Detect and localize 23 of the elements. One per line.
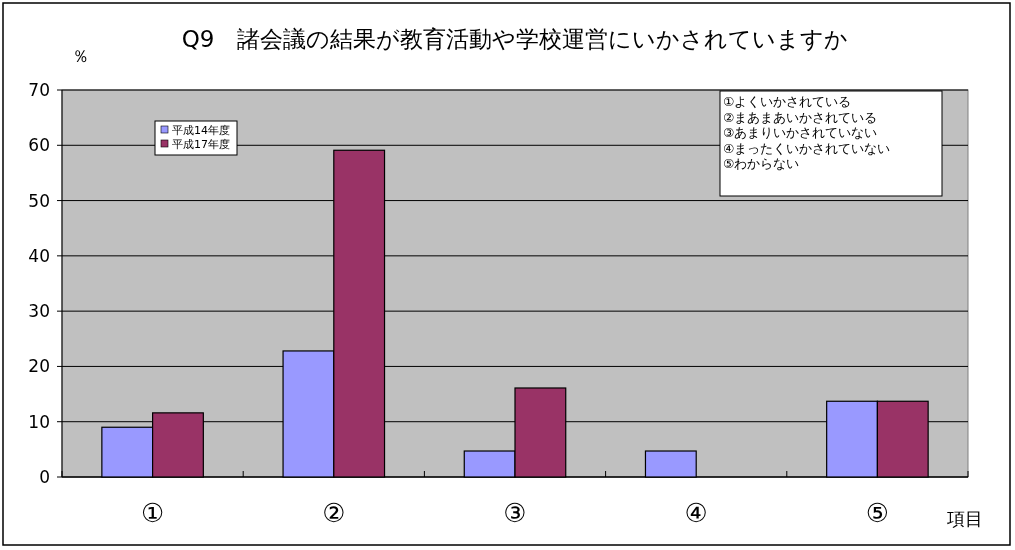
annotation: ③あまりいかされていない (723, 125, 878, 140)
legend-label: 平成17年度 (172, 138, 230, 151)
y-tick-label: 50 (28, 190, 50, 211)
x-tick-label: ⑤ (865, 498, 890, 528)
y-tick-label: 30 (28, 301, 50, 322)
annotation: ①よくいかされている (723, 94, 852, 109)
y-tick-label: 40 (28, 245, 50, 266)
x-tick-label: ③ (503, 498, 527, 528)
annotation: ②まあまあいかされている (723, 109, 878, 125)
x-axis-title: 項目 (946, 508, 983, 529)
x-tick-label: ④ (684, 498, 708, 528)
annotation: ④まったくいかされていない (723, 140, 891, 156)
y-axis-title: ％ (71, 46, 89, 66)
chart-title: Q9 諸会議の結果が教育活動や学校運営にいかされていますか (181, 26, 849, 52)
y-tick-label: 20 (28, 356, 50, 377)
legend-label: 平成14年度 (172, 124, 230, 137)
y-tick-label: 60 (28, 135, 50, 156)
x-tick-label: ① (140, 498, 165, 528)
y-tick-label: 0 (39, 467, 50, 487)
x-tick-label: ② (322, 498, 346, 528)
y-tick-label: 10 (28, 411, 50, 432)
y-tick-label: 70 (28, 80, 50, 100)
annotation: ⑤わからない (723, 156, 800, 171)
